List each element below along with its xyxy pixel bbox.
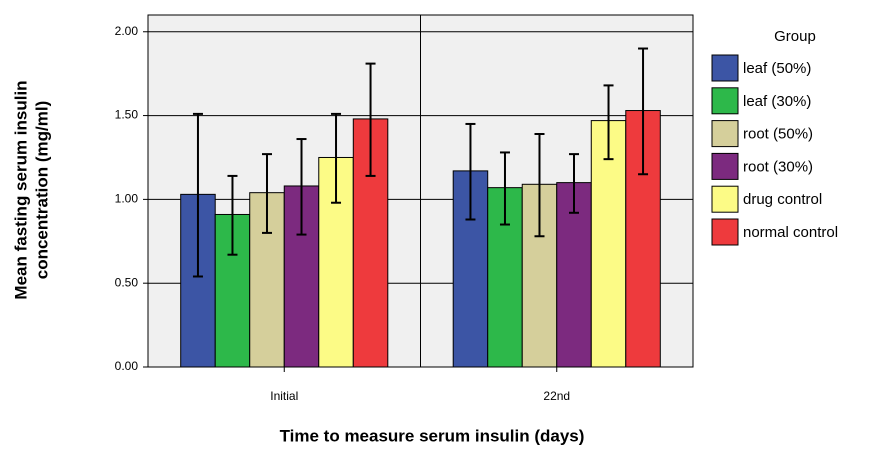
y-tick-label: 0.50 xyxy=(115,275,139,289)
error-bar xyxy=(603,84,614,161)
legend-label: leaf (50%) xyxy=(743,60,811,77)
error-bar xyxy=(296,138,307,236)
y-axis-title: Mean fasting serum insulin xyxy=(11,80,30,299)
error-bar xyxy=(365,62,376,177)
error-bar xyxy=(192,112,203,278)
y-axis-title: concentration (mg/ml) xyxy=(32,101,51,280)
plot-frame xyxy=(147,14,694,368)
legend-swatch xyxy=(711,185,739,213)
y-tick-label: 2.00 xyxy=(115,24,139,38)
legend-swatch xyxy=(711,87,739,115)
x-tick-label: 22nd xyxy=(543,389,570,403)
y-tick-label: 1.00 xyxy=(115,192,139,206)
y-tick-label: 1.50 xyxy=(115,108,139,122)
error-bar xyxy=(465,122,476,221)
legend-label: root (30%) xyxy=(743,158,813,175)
error-bar xyxy=(499,151,510,226)
legend-swatch xyxy=(711,120,739,148)
error-bar xyxy=(261,153,272,234)
legend-swatch xyxy=(711,54,739,82)
legend-label: drug control xyxy=(743,191,822,208)
error-bar xyxy=(569,153,580,214)
legend-swatch xyxy=(711,152,739,180)
legend-label: normal control xyxy=(743,224,838,241)
error-bar xyxy=(331,112,342,204)
x-axis-title: Time to measure serum insulin (days) xyxy=(280,426,585,445)
y-tick-label: 0.00 xyxy=(115,359,139,373)
error-bar xyxy=(638,47,649,176)
x-tick-label: Initial xyxy=(270,389,298,403)
bar xyxy=(590,120,627,368)
legend-title: Group xyxy=(774,28,816,45)
error-bar xyxy=(227,174,238,256)
legend-label: leaf (30%) xyxy=(743,93,811,110)
legend-label: root (50%) xyxy=(743,126,813,143)
error-bar xyxy=(534,133,545,238)
legend-swatch xyxy=(711,218,739,246)
